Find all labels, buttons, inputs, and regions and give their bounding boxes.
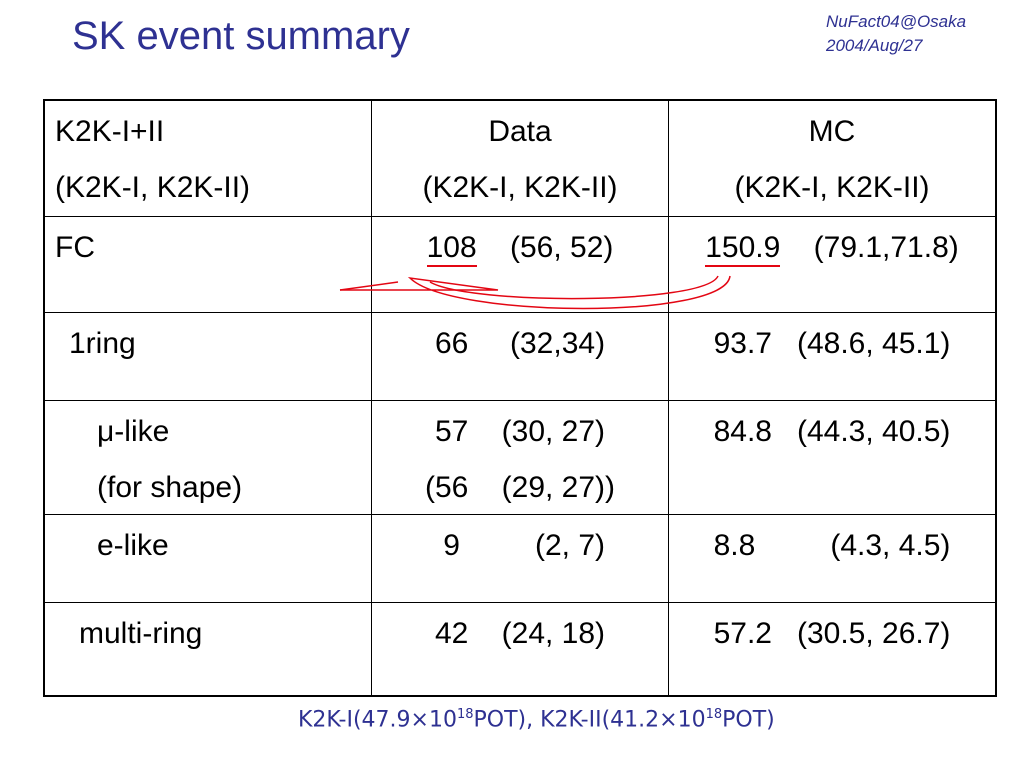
mc-split: (79.1,71.8) (813, 230, 959, 264)
mc-value-line: 57.2 (30.5, 26.7) (669, 617, 995, 651)
footnote-k2k2-tail: POT) (722, 707, 775, 733)
data-cell: 57 (30, 27) (56 (29, 27)) (371, 399, 669, 515)
table-row: e-like 9 (2, 7) 8.8 (4.3, 4.5) (43, 513, 997, 603)
mc-split: (48.6, 45.1) (796, 326, 951, 360)
event-summary-table: K2K-I+II (K2K-I, K2K-II) Data (K2K-I, K2… (43, 99, 997, 697)
mc-split: (4.3, 4.5) (830, 528, 951, 562)
data-cell: 108 (56, 52) (371, 215, 669, 313)
mc-total: 150.9 (705, 231, 781, 267)
row-label-text: multi-ring (79, 616, 203, 650)
header-data: Data (K2K-I, K2K-II) (371, 99, 669, 217)
header-sample-line2: (K2K-I, K2K-II) (55, 171, 251, 204)
mc-cell: 84.8 (44.3, 40.5) (668, 399, 997, 515)
header-sample: K2K-I+II (K2K-I, K2K-II) (43, 99, 372, 217)
data-value-line: 9 (2, 7) (372, 529, 668, 563)
data-value-line: 108 (56, 52) (372, 231, 668, 267)
data-total: 66 (434, 326, 469, 360)
footnote-k2k1-exp: 18 (456, 707, 474, 722)
header-data-line2: (K2K-I, K2K-II) (422, 171, 618, 204)
data-total: 108 (426, 231, 477, 267)
row-label: multi-ring (43, 601, 372, 697)
footnote-k2k2: K2K-II(41.2×10 (540, 707, 706, 733)
data-value-line: 66 (32,34) (372, 327, 668, 361)
mc-total: 8.8 (713, 528, 756, 562)
mc-cell: 93.7 (48.6, 45.1) (668, 311, 997, 401)
mc-value-line: 93.7 (48.6, 45.1) (669, 327, 995, 361)
mc-cell: 8.8 (4.3, 4.5) (668, 513, 997, 603)
data-split: (2, 7) (535, 528, 606, 562)
mc-total: 57.2 (713, 616, 772, 650)
data-value-line: 42 (24, 18) (372, 617, 668, 651)
data-total: 57 (434, 414, 469, 448)
header-mc-line2: (K2K-I, K2K-II) (734, 171, 930, 204)
conference-date: 2004/Aug/27 (826, 36, 923, 55)
table-row: μ-like (for shape) 57 (30, 27) (56 (29, … (43, 399, 997, 515)
data-value-line-2: (56 (29, 27)) (372, 471, 668, 505)
mc-total: 84.8 (713, 414, 772, 448)
data-split-2: (29, 27)) (501, 470, 616, 504)
row-label-text: 1ring (69, 326, 136, 360)
header-data-line1: Data (488, 115, 552, 148)
header-sample-line1: K2K-I+II (55, 115, 165, 148)
data-total: 9 (443, 528, 460, 562)
table-header-row: K2K-I+II (K2K-I, K2K-II) Data (K2K-I, K2… (43, 99, 997, 217)
mc-value-line: 8.8 (4.3, 4.5) (669, 529, 995, 563)
row-label-text: e-like (97, 528, 169, 562)
data-split: (32,34) (510, 326, 606, 360)
mc-split: (44.3, 40.5) (796, 414, 951, 448)
row-label: FC (43, 215, 372, 313)
mc-cell: 150.9 (79.1,71.8) (668, 215, 997, 313)
row-label: e-like (43, 513, 372, 603)
row-label: 1ring (43, 311, 372, 401)
slide-title: SK event summary (72, 14, 410, 58)
row-label: μ-like (for shape) (43, 399, 372, 515)
footnote-k2k1: K2K-I(47.9×10 (298, 707, 457, 733)
pot-footnote: K2K-I(47.9×1018POT), K2K-II(41.2×1018POT… (298, 707, 775, 732)
row-label-text: μ-like (97, 414, 170, 448)
header-mc-line1: MC (808, 115, 856, 148)
conference-name: NuFact04@Osaka (826, 12, 967, 31)
mc-split: (30.5, 26.7) (796, 616, 951, 650)
data-split: (30, 27) (501, 414, 606, 448)
footnote-k2k2-exp: 18 (705, 707, 723, 722)
conference-info: NuFact04@Osaka 2004/Aug/27 (826, 10, 966, 58)
table-row: 1ring 66 (32,34) 93.7 (48.6, 45.1) (43, 311, 997, 401)
data-total-2: (56 (424, 470, 469, 504)
data-cell: 9 (2, 7) (371, 513, 669, 603)
mc-total: 93.7 (713, 326, 772, 360)
mc-cell: 57.2 (30.5, 26.7) (668, 601, 997, 697)
header-mc: MC (K2K-I, K2K-II) (668, 99, 997, 217)
data-cell: 66 (32,34) (371, 311, 669, 401)
row-label-text: FC (55, 230, 95, 264)
footnote-k2k1-tail: POT), (473, 707, 541, 733)
data-value-line: 57 (30, 27) (372, 415, 668, 449)
data-cell: 42 (24, 18) (371, 601, 669, 697)
row-label-text-2: (for shape) (97, 470, 243, 504)
mc-value-line: 84.8 (44.3, 40.5) (669, 415, 995, 449)
table-row: FC 108 (56, 52) 150.9 (79.1,71.8) (43, 215, 997, 313)
mc-value-line: 150.9 (79.1,71.8) (669, 231, 995, 267)
data-split: (24, 18) (501, 616, 606, 650)
data-total: 42 (434, 616, 469, 650)
table-row: multi-ring 42 (24, 18) 57.2 (30.5, 26.7) (43, 601, 997, 697)
data-split: (56, 52) (510, 230, 614, 264)
